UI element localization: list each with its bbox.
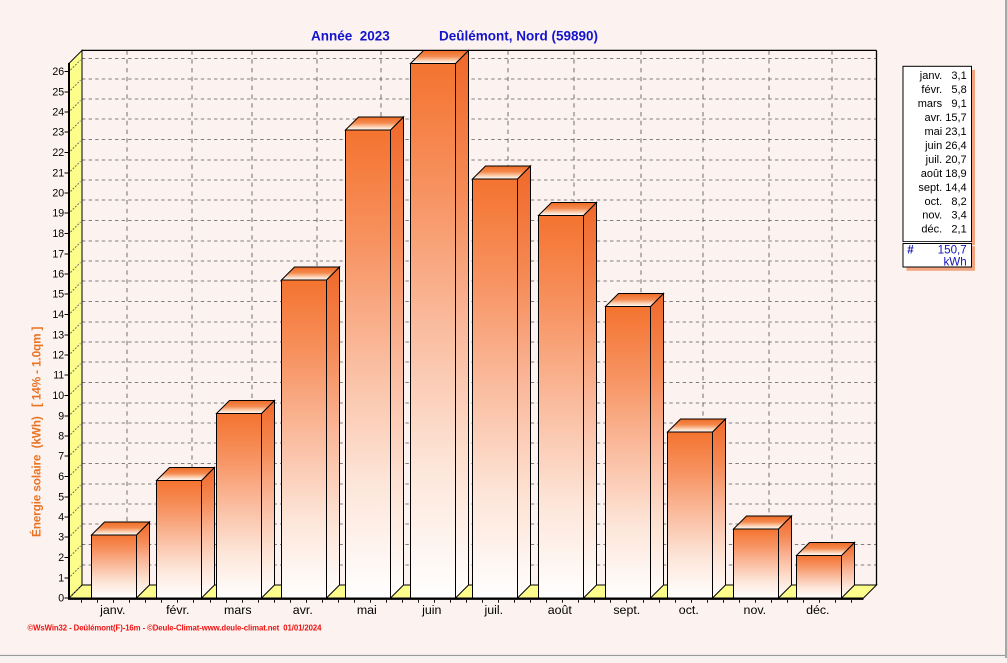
svg-text:févr.: févr. bbox=[166, 603, 189, 617]
svg-text:18: 18 bbox=[52, 228, 64, 240]
svg-text:3,4: 3,4 bbox=[951, 210, 966, 222]
svg-text:15: 15 bbox=[52, 289, 64, 301]
svg-text:juin: juin bbox=[421, 603, 441, 617]
svg-text:26: 26 bbox=[52, 66, 64, 78]
svg-text:5,8: 5,8 bbox=[951, 84, 966, 96]
svg-text:Énergie solaire (kWh) [ 14%: Énergie solaire (kWh) [ 14% - 1.0qm ] bbox=[30, 326, 44, 537]
svg-text:13: 13 bbox=[52, 330, 64, 342]
svg-text:nov.: nov. bbox=[744, 603, 767, 617]
svg-text:26,4: 26,4 bbox=[945, 140, 966, 152]
svg-text:20: 20 bbox=[52, 188, 64, 200]
svg-text:25: 25 bbox=[52, 87, 64, 99]
svg-text:15,7: 15,7 bbox=[945, 112, 966, 124]
svg-text:22: 22 bbox=[52, 147, 64, 159]
svg-text:16: 16 bbox=[52, 269, 64, 281]
svg-text:avr.: avr. bbox=[924, 112, 942, 124]
svg-text:24: 24 bbox=[52, 107, 64, 119]
svg-text:1: 1 bbox=[58, 573, 64, 585]
svg-text:déc.: déc. bbox=[806, 603, 829, 617]
svg-text:avr.: avr. bbox=[293, 603, 313, 617]
svg-text:14: 14 bbox=[52, 309, 64, 321]
svg-text:7: 7 bbox=[58, 451, 64, 463]
svg-text:juil.: juil. bbox=[484, 603, 504, 617]
svg-text:nov.: nov. bbox=[922, 210, 942, 222]
svg-text:23: 23 bbox=[52, 127, 64, 139]
svg-text:janv.: janv. bbox=[99, 603, 125, 617]
svg-text:150,7: 150,7 bbox=[938, 244, 967, 257]
svg-text:mai: mai bbox=[357, 603, 377, 617]
svg-text:9,1: 9,1 bbox=[951, 98, 966, 110]
svg-text:21: 21 bbox=[52, 168, 64, 180]
svg-text:mars: mars bbox=[918, 98, 943, 110]
svg-text:juil.: juil. bbox=[925, 154, 943, 166]
svg-text:11: 11 bbox=[53, 370, 64, 382]
svg-text:19: 19 bbox=[52, 208, 64, 220]
svg-text:6: 6 bbox=[58, 471, 64, 483]
svg-text:févr.: févr. bbox=[921, 84, 942, 96]
svg-text:©WsWin32 - Deûlémont(F)-16m -: ©WsWin32 - Deûlémont(F)-16m - ©Deule-Cli… bbox=[28, 623, 323, 632]
svg-text:mars: mars bbox=[224, 603, 252, 617]
svg-text:oct.: oct. bbox=[679, 603, 699, 617]
svg-text:3,1: 3,1 bbox=[951, 70, 966, 82]
svg-text:sept.: sept. bbox=[918, 182, 942, 194]
svg-text:janv.: janv. bbox=[919, 70, 942, 82]
svg-text:23,1: 23,1 bbox=[945, 126, 966, 138]
svg-text:kWh: kWh bbox=[944, 255, 967, 268]
svg-text:0: 0 bbox=[58, 593, 64, 605]
svg-text:sept.: sept. bbox=[613, 603, 640, 617]
svg-text:8,2: 8,2 bbox=[951, 196, 966, 208]
svg-text:20,7: 20,7 bbox=[945, 154, 966, 166]
svg-text:17: 17 bbox=[52, 249, 64, 261]
svg-text:8: 8 bbox=[58, 431, 64, 443]
svg-text:déc.: déc. bbox=[921, 224, 942, 236]
svg-text:18,9: 18,9 bbox=[945, 168, 966, 180]
svg-text:12: 12 bbox=[52, 350, 64, 362]
svg-text:2: 2 bbox=[58, 552, 64, 564]
svg-text:10: 10 bbox=[52, 390, 64, 402]
svg-text:5: 5 bbox=[58, 492, 64, 504]
svg-text:14,4: 14,4 bbox=[945, 182, 966, 194]
svg-text:4: 4 bbox=[58, 512, 64, 524]
svg-text:juin: juin bbox=[924, 140, 942, 152]
svg-text:Année 2023: Année 2023 bbox=[311, 29, 390, 44]
svg-text:9: 9 bbox=[58, 411, 64, 423]
svg-text:août: août bbox=[548, 603, 573, 617]
svg-text:#: # bbox=[907, 244, 914, 257]
svg-text:Deûlémont, Nord (59890): Deûlémont, Nord (59890) bbox=[439, 29, 598, 44]
svg-text:3: 3 bbox=[58, 532, 64, 544]
svg-text:oct.: oct. bbox=[924, 196, 942, 208]
svg-text:mai: mai bbox=[924, 126, 942, 138]
svg-text:2,1: 2,1 bbox=[951, 224, 966, 236]
svg-text:août: août bbox=[921, 168, 942, 180]
